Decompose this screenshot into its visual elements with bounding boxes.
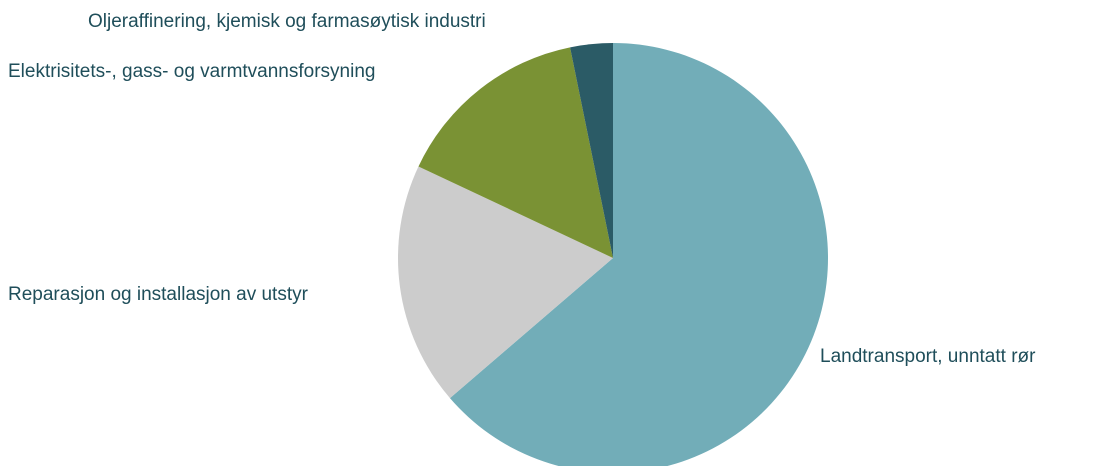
slice-label: Reparasjon og installasjon av utstyr	[8, 284, 309, 305]
slice-label: Elektrisitets-, gass- og varmtvannsforsy…	[8, 61, 375, 82]
pie-slice	[449, 43, 828, 466]
pie-slice	[570, 43, 613, 258]
slice-label: Oljeraffinering, kjemisk og farmasøytisk…	[88, 11, 486, 32]
slice-label: Landtransport, unntatt rør	[820, 346, 1036, 367]
pie-slice	[398, 166, 613, 399]
pie-slice	[418, 47, 613, 259]
